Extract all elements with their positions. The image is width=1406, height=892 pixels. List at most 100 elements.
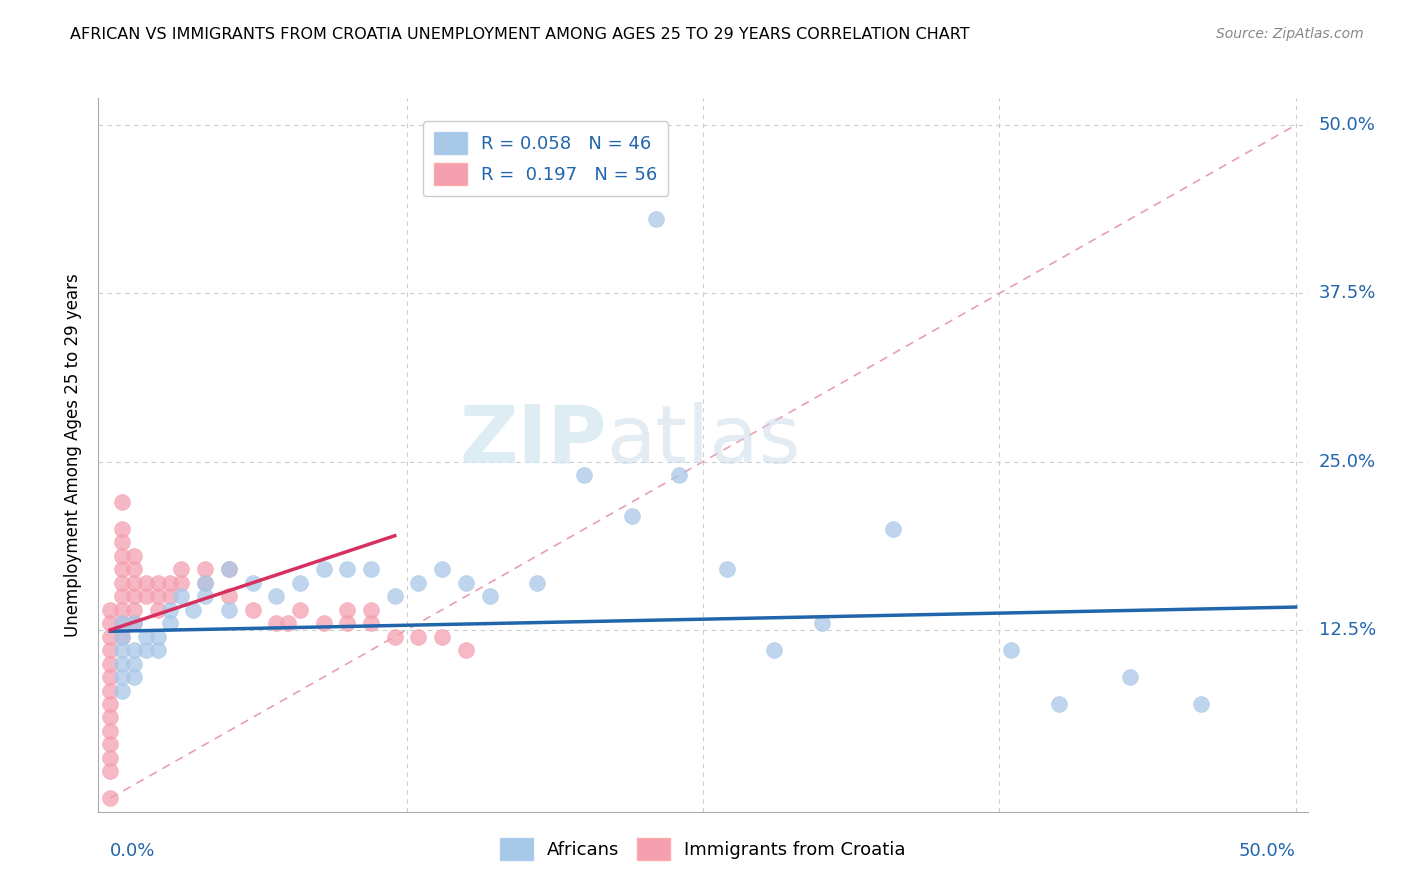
Point (242, 603, 264, 617)
Point (574, 468, 596, 483)
Point (122, 603, 145, 617)
Point (122, 562, 145, 576)
Point (135, 643, 157, 657)
Point (1000, 643, 1022, 657)
Point (111, 603, 134, 617)
Text: AFRICAN VS IMMIGRANTS FROM CROATIA UNEMPLOYMENT AMONG AGES 25 TO 29 YEARS CORREL: AFRICAN VS IMMIGRANTS FROM CROATIA UNEMP… (70, 27, 970, 42)
Y-axis label: Unemployment Among Ages 25 to 29 years: Unemployment Among Ages 25 to 29 years (65, 273, 83, 637)
Point (408, 575, 430, 590)
Point (218, 562, 240, 576)
Point (478, 589, 501, 603)
Point (1119, 670, 1142, 684)
Point (122, 616, 145, 631)
Legend: Africans, Immigrants from Croatia: Africans, Immigrants from Croatia (494, 830, 912, 867)
Point (336, 603, 359, 617)
Point (122, 657, 145, 671)
Point (111, 630, 134, 644)
Point (454, 575, 477, 590)
Point (122, 575, 145, 590)
Point (98, 670, 121, 684)
Point (242, 575, 264, 590)
Point (159, 603, 181, 617)
Text: 12.5%: 12.5% (1319, 621, 1376, 639)
Point (111, 657, 134, 671)
Point (98, 764, 121, 779)
Point (1047, 697, 1070, 711)
Point (360, 603, 382, 617)
Point (98, 751, 121, 765)
Point (170, 575, 193, 590)
Point (288, 575, 311, 590)
Point (218, 603, 240, 617)
Point (98, 791, 121, 805)
Point (111, 522, 134, 536)
Point (432, 562, 454, 576)
Point (122, 589, 145, 603)
Point (408, 630, 430, 644)
Point (336, 562, 359, 576)
Point (620, 508, 643, 523)
Point (194, 575, 217, 590)
Point (146, 630, 169, 644)
Point (98, 657, 121, 671)
Text: 50.0%: 50.0% (1319, 116, 1375, 134)
Point (644, 212, 666, 227)
Point (111, 589, 134, 603)
Point (111, 683, 134, 698)
Point (111, 549, 134, 563)
Point (170, 589, 193, 603)
Point (170, 562, 193, 576)
Point (360, 562, 382, 576)
Point (98, 723, 121, 738)
Text: 25.0%: 25.0% (1319, 452, 1376, 471)
Point (194, 589, 217, 603)
Text: 37.5%: 37.5% (1319, 285, 1376, 302)
Point (432, 630, 454, 644)
Point (716, 562, 738, 576)
Point (146, 603, 169, 617)
Point (336, 616, 359, 631)
Point (98, 683, 121, 698)
Point (810, 616, 832, 631)
Point (111, 575, 134, 590)
Point (98, 616, 121, 631)
Point (111, 562, 134, 576)
Text: 0.0%: 0.0% (110, 842, 156, 860)
Point (111, 616, 134, 631)
Point (111, 670, 134, 684)
Point (264, 616, 287, 631)
Point (360, 616, 382, 631)
Point (135, 575, 157, 590)
Point (98, 710, 121, 724)
Point (763, 643, 786, 657)
Point (384, 589, 406, 603)
Point (384, 630, 406, 644)
Point (159, 575, 181, 590)
Point (288, 603, 311, 617)
Point (159, 589, 181, 603)
Text: atlas: atlas (606, 401, 800, 480)
Point (312, 616, 335, 631)
Point (122, 643, 145, 657)
Point (146, 643, 169, 657)
Point (146, 589, 169, 603)
Text: 50.0%: 50.0% (1239, 842, 1296, 860)
Point (194, 575, 217, 590)
Point (111, 535, 134, 549)
Point (111, 643, 134, 657)
Text: Source: ZipAtlas.com: Source: ZipAtlas.com (1216, 27, 1364, 41)
Point (122, 670, 145, 684)
Point (98, 603, 121, 617)
Point (98, 697, 121, 711)
Point (181, 603, 204, 617)
Point (454, 643, 477, 657)
Point (135, 589, 157, 603)
Point (122, 549, 145, 563)
Text: ZIP: ZIP (458, 401, 606, 480)
Point (98, 738, 121, 752)
Point (111, 630, 134, 644)
Point (98, 630, 121, 644)
Point (218, 562, 240, 576)
Point (159, 616, 181, 631)
Point (1189, 697, 1212, 711)
